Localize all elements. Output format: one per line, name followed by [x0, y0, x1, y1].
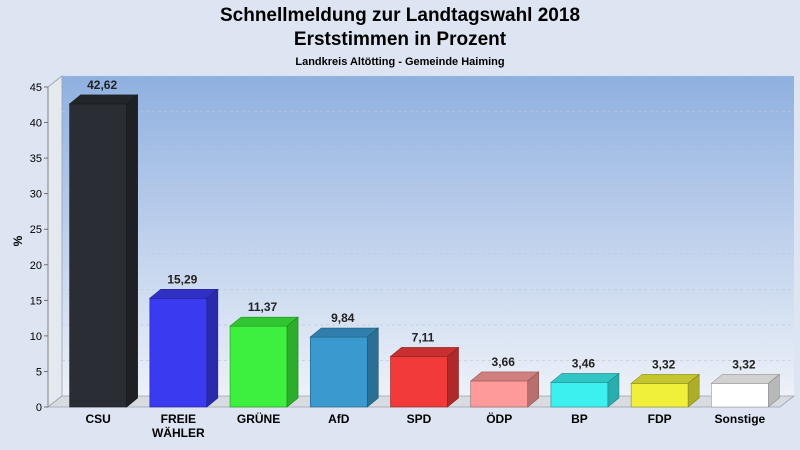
bar [69, 103, 127, 408]
bar [390, 356, 448, 408]
y-tick-label: 5 [36, 366, 42, 378]
bar-top [148, 288, 219, 299]
x-tick-label: ÖDP [486, 411, 512, 426]
data-label: 3,46 [572, 356, 596, 370]
y-tick-label: 35 [30, 153, 42, 165]
bar-top [309, 327, 380, 338]
bar-side [286, 316, 299, 408]
chart-title: Schnellmeldung zur Landtagswahl 2018 [220, 5, 580, 26]
x-tick-label: SPD [407, 412, 432, 426]
bar-side [447, 346, 459, 408]
y-tick-label: 25 [30, 224, 42, 236]
data-label: 7,11 [412, 330, 435, 344]
data-label: 3,66 [492, 355, 516, 369]
x-tick-label: FDP [648, 412, 672, 426]
chart-subtitle: Landkreis Altötting - Gemeinde Haiming [295, 56, 504, 68]
bar-side [527, 371, 540, 408]
bar-side [206, 288, 219, 408]
data-label: 3,32 [652, 357, 676, 371]
data-label: 11,37 [248, 300, 278, 314]
bar-top [389, 347, 460, 357]
bar [309, 336, 368, 408]
bar-top [68, 94, 139, 105]
bar-top [229, 316, 299, 327]
bar-side [126, 94, 138, 408]
y-tick-label: 40 [30, 118, 42, 130]
bar-side [687, 373, 700, 408]
y-tick-label: 30 [30, 189, 42, 201]
bar-top [550, 373, 620, 383]
data-label: 42,62 [87, 78, 117, 92]
y-tick-label: 10 [30, 331, 42, 343]
bar-top [710, 374, 781, 384]
left-wall [47, 75, 63, 408]
bar-side [607, 372, 620, 408]
bar [470, 380, 529, 408]
x-tick-label: FREIE [161, 412, 196, 426]
bar [149, 297, 208, 408]
y-tick-label: 0 [36, 402, 42, 414]
y-tick-label: 45 [30, 82, 42, 94]
x-tick-label: AfD [328, 412, 350, 426]
bar-top [630, 374, 701, 384]
x-tick-label: BP [571, 412, 588, 426]
bar [711, 383, 769, 408]
x-tick-label: WÄHLER [152, 425, 205, 440]
x-tick-label: CSU [85, 412, 110, 426]
chart-title-2: Erststimmen in Prozent [294, 29, 507, 50]
bar [229, 325, 288, 408]
plot-area: 0 5 10 15 20 25 30 35 40 45 42,62 CSU 15,29 FREIEWÄHL… [30, 75, 796, 440]
bar [550, 382, 609, 408]
x-tick-label: GRÜNE [237, 411, 280, 426]
bar [630, 383, 689, 408]
y-tick-label: 15 [30, 295, 42, 307]
bar-top [469, 371, 540, 382]
x-tick-label: Sonstige [715, 412, 766, 426]
y-tick-label: 20 [30, 260, 42, 272]
bar-side [768, 373, 780, 408]
data-label: 9,84 [331, 311, 355, 325]
y-axis-label: % [11, 235, 25, 246]
data-label: 3,32 [732, 357, 756, 371]
data-label: 15,29 [167, 272, 197, 286]
bar-side [366, 327, 379, 408]
